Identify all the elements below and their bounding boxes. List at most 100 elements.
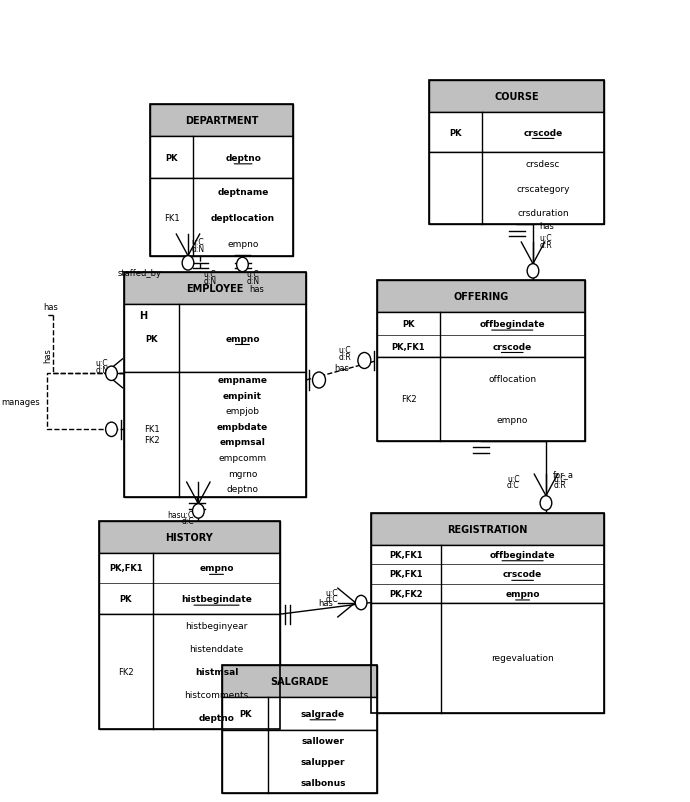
- Text: histbegindate: histbegindate: [181, 594, 252, 603]
- Bar: [124, 273, 306, 305]
- Text: for_a: for_a: [553, 470, 573, 479]
- Text: FK1
FK2: FK1 FK2: [144, 425, 159, 444]
- Text: deptno: deptno: [199, 713, 235, 722]
- Text: d:N: d:N: [246, 277, 259, 286]
- Bar: [99, 520, 280, 553]
- Text: salgrade: salgrade: [301, 709, 345, 718]
- Text: crscode: crscode: [503, 569, 542, 579]
- Bar: [377, 282, 585, 441]
- Circle shape: [106, 367, 117, 381]
- Bar: [429, 152, 604, 225]
- Text: empno: empno: [225, 334, 259, 343]
- Bar: [221, 665, 377, 792]
- Text: d:C: d:C: [326, 594, 338, 603]
- Text: u:C: u:C: [554, 474, 566, 483]
- Text: H: H: [139, 310, 147, 321]
- Bar: [371, 545, 604, 604]
- Text: REGISTRATION: REGISTRATION: [447, 524, 528, 534]
- Text: regevaluation: regevaluation: [491, 654, 554, 662]
- Circle shape: [193, 504, 204, 518]
- Bar: [150, 105, 293, 137]
- Text: OFFERING: OFFERING: [453, 292, 509, 302]
- Text: d:R: d:R: [554, 480, 566, 489]
- Bar: [221, 697, 377, 731]
- Text: deptlocation: deptlocation: [211, 213, 275, 223]
- Text: PK,FK1: PK,FK1: [392, 342, 425, 351]
- Text: empinit: empinit: [223, 391, 262, 400]
- Bar: [429, 81, 604, 113]
- Text: u:C: u:C: [204, 270, 216, 279]
- Text: empbdate: empbdate: [217, 423, 268, 431]
- Bar: [221, 665, 377, 697]
- Text: PK,FK1: PK,FK1: [389, 550, 423, 559]
- Text: u:C: u:C: [326, 588, 338, 597]
- Text: empjob: empjob: [226, 407, 259, 415]
- Text: has: has: [334, 364, 349, 373]
- Text: deptno: deptno: [226, 484, 259, 493]
- Text: crscategory: crscategory: [516, 184, 570, 193]
- Bar: [371, 513, 604, 545]
- Text: d:N: d:N: [191, 245, 204, 253]
- Circle shape: [358, 353, 371, 369]
- Text: histmsal: histmsal: [195, 667, 238, 676]
- Text: PK: PK: [119, 594, 132, 603]
- Text: salbonus: salbonus: [300, 778, 346, 787]
- Text: histbeginyear: histbeginyear: [186, 622, 248, 630]
- Text: COURSE: COURSE: [495, 92, 539, 103]
- Text: offlocation: offlocation: [488, 374, 536, 383]
- Text: offbegindate: offbegindate: [490, 550, 555, 559]
- Text: FK2: FK2: [401, 395, 416, 404]
- Text: FK2: FK2: [118, 667, 134, 676]
- Bar: [377, 358, 585, 441]
- Text: PK: PK: [449, 128, 462, 137]
- Text: u:C: u:C: [95, 358, 108, 368]
- Bar: [99, 520, 280, 729]
- Bar: [99, 614, 280, 729]
- Circle shape: [313, 373, 326, 388]
- Text: hasu:C: hasu:C: [168, 510, 194, 519]
- Bar: [429, 81, 604, 225]
- Circle shape: [355, 596, 367, 610]
- Text: empno: empno: [199, 564, 234, 573]
- Bar: [99, 553, 280, 614]
- Text: d:N: d:N: [204, 277, 217, 286]
- Text: histcomments: histcomments: [184, 690, 248, 699]
- Bar: [124, 305, 306, 372]
- Circle shape: [527, 265, 539, 279]
- Text: has: has: [43, 303, 58, 312]
- Text: salupper: salupper: [301, 757, 345, 766]
- Text: histenddate: histenddate: [189, 644, 244, 653]
- Text: empcomm: empcomm: [219, 453, 266, 463]
- Text: u:C: u:C: [246, 270, 259, 279]
- Text: empno: empno: [497, 415, 528, 425]
- Text: EMPLOYEE: EMPLOYEE: [186, 284, 244, 294]
- Text: HISTORY: HISTORY: [166, 532, 213, 542]
- Bar: [371, 513, 604, 713]
- Text: empno: empno: [228, 240, 259, 249]
- Text: empname: empname: [217, 375, 268, 384]
- Text: u:C: u:C: [540, 234, 552, 243]
- Text: SALGRADE: SALGRADE: [270, 676, 328, 686]
- Bar: [377, 313, 585, 358]
- Text: staffed_by: staffed_by: [117, 269, 161, 277]
- Text: has: has: [43, 348, 52, 363]
- Bar: [429, 113, 604, 152]
- Text: mgrno: mgrno: [228, 469, 257, 478]
- Text: PK: PK: [402, 320, 415, 329]
- Text: d:C: d:C: [181, 516, 194, 525]
- Text: crscode: crscode: [493, 342, 532, 351]
- Text: crsdesc: crsdesc: [526, 160, 560, 169]
- Text: manages: manages: [1, 397, 40, 407]
- Text: empno: empno: [505, 589, 540, 598]
- Text: PK,FK2: PK,FK2: [389, 589, 423, 598]
- Text: d:C: d:C: [507, 480, 520, 489]
- Text: has: has: [540, 222, 554, 231]
- Text: offbegindate: offbegindate: [480, 320, 545, 329]
- Circle shape: [237, 258, 248, 273]
- Text: deptno: deptno: [225, 154, 261, 163]
- Bar: [150, 105, 293, 257]
- Circle shape: [182, 257, 194, 271]
- Text: u:C: u:C: [191, 238, 204, 247]
- Circle shape: [106, 423, 117, 437]
- Text: has: has: [318, 597, 333, 607]
